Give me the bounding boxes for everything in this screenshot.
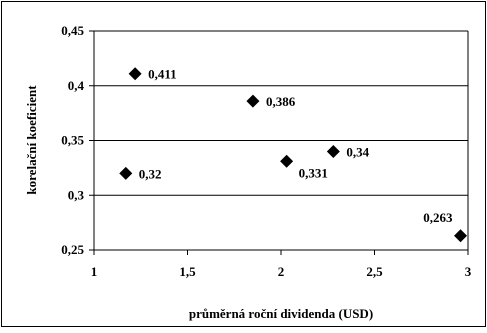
data-point-3: [280, 154, 294, 168]
x-tick-label: 2,5: [366, 264, 383, 279]
data-label: 0,411: [148, 67, 177, 82]
y-tick-label: 0,45: [61, 23, 84, 38]
y-tick-label: 0,35: [61, 133, 84, 148]
x-axis-title: průměrná roční dividenda (USD): [189, 306, 373, 321]
y-tick-label: 0,4: [68, 78, 85, 93]
data-label: 0,386: [266, 94, 296, 109]
y-axis-title: korelační koeficient: [24, 85, 39, 195]
x-tick-label: 3: [465, 264, 472, 279]
data-label: 0,32: [139, 166, 162, 181]
data-label: 0,263: [423, 210, 453, 225]
chart-frame: [1, 1, 486, 327]
x-tick-label: 1: [91, 264, 98, 279]
y-tick-label: 0,25: [61, 242, 84, 257]
data-point-2: [119, 166, 133, 180]
data-point-1: [246, 94, 260, 108]
x-tick-label: 1,5: [179, 264, 196, 279]
data-point-5: [454, 229, 468, 243]
data-point-4: [326, 144, 340, 158]
data-point-0: [128, 67, 142, 81]
x-tick-label: 2: [278, 264, 285, 279]
data-label: 0,34: [346, 144, 369, 159]
data-label: 0,331: [299, 165, 328, 180]
y-tick-label: 0,3: [68, 187, 85, 202]
